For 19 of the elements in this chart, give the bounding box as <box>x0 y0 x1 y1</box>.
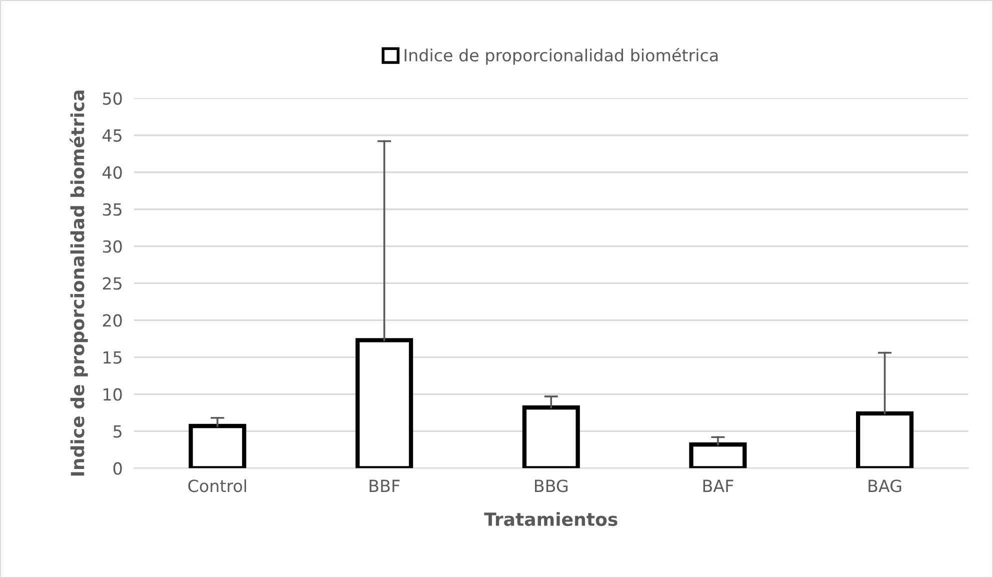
y-tick-label: 5 <box>114 425 122 438</box>
x-tick-label: BAG <box>868 480 902 492</box>
x-tick-label: BAF <box>703 480 734 492</box>
legend-label: Indice de proporcionalidad biométrica <box>404 48 718 65</box>
x-tick-label: BBF <box>370 480 400 492</box>
x-axis-title: Tratamientos <box>484 512 618 526</box>
y-axis-title: Indice de proporcionalidad biométrica <box>70 90 88 476</box>
y-tick-label: 40 <box>102 166 122 179</box>
y-tick-label: 30 <box>103 240 122 253</box>
y-tick-label: 0 <box>113 462 122 475</box>
y-tick-label: 20 <box>102 314 122 327</box>
y-tick-label: 10 <box>104 388 122 401</box>
y-tick-label: 25 <box>102 277 122 290</box>
y-tick-label: 45 <box>102 129 122 142</box>
x-tick-label: BBG <box>535 480 568 492</box>
y-tick-label: 50 <box>103 92 122 105</box>
y-tick-label: 15 <box>104 351 122 364</box>
x-tick-label: Control <box>188 479 246 492</box>
y-tick-label: 35 <box>103 203 122 216</box>
